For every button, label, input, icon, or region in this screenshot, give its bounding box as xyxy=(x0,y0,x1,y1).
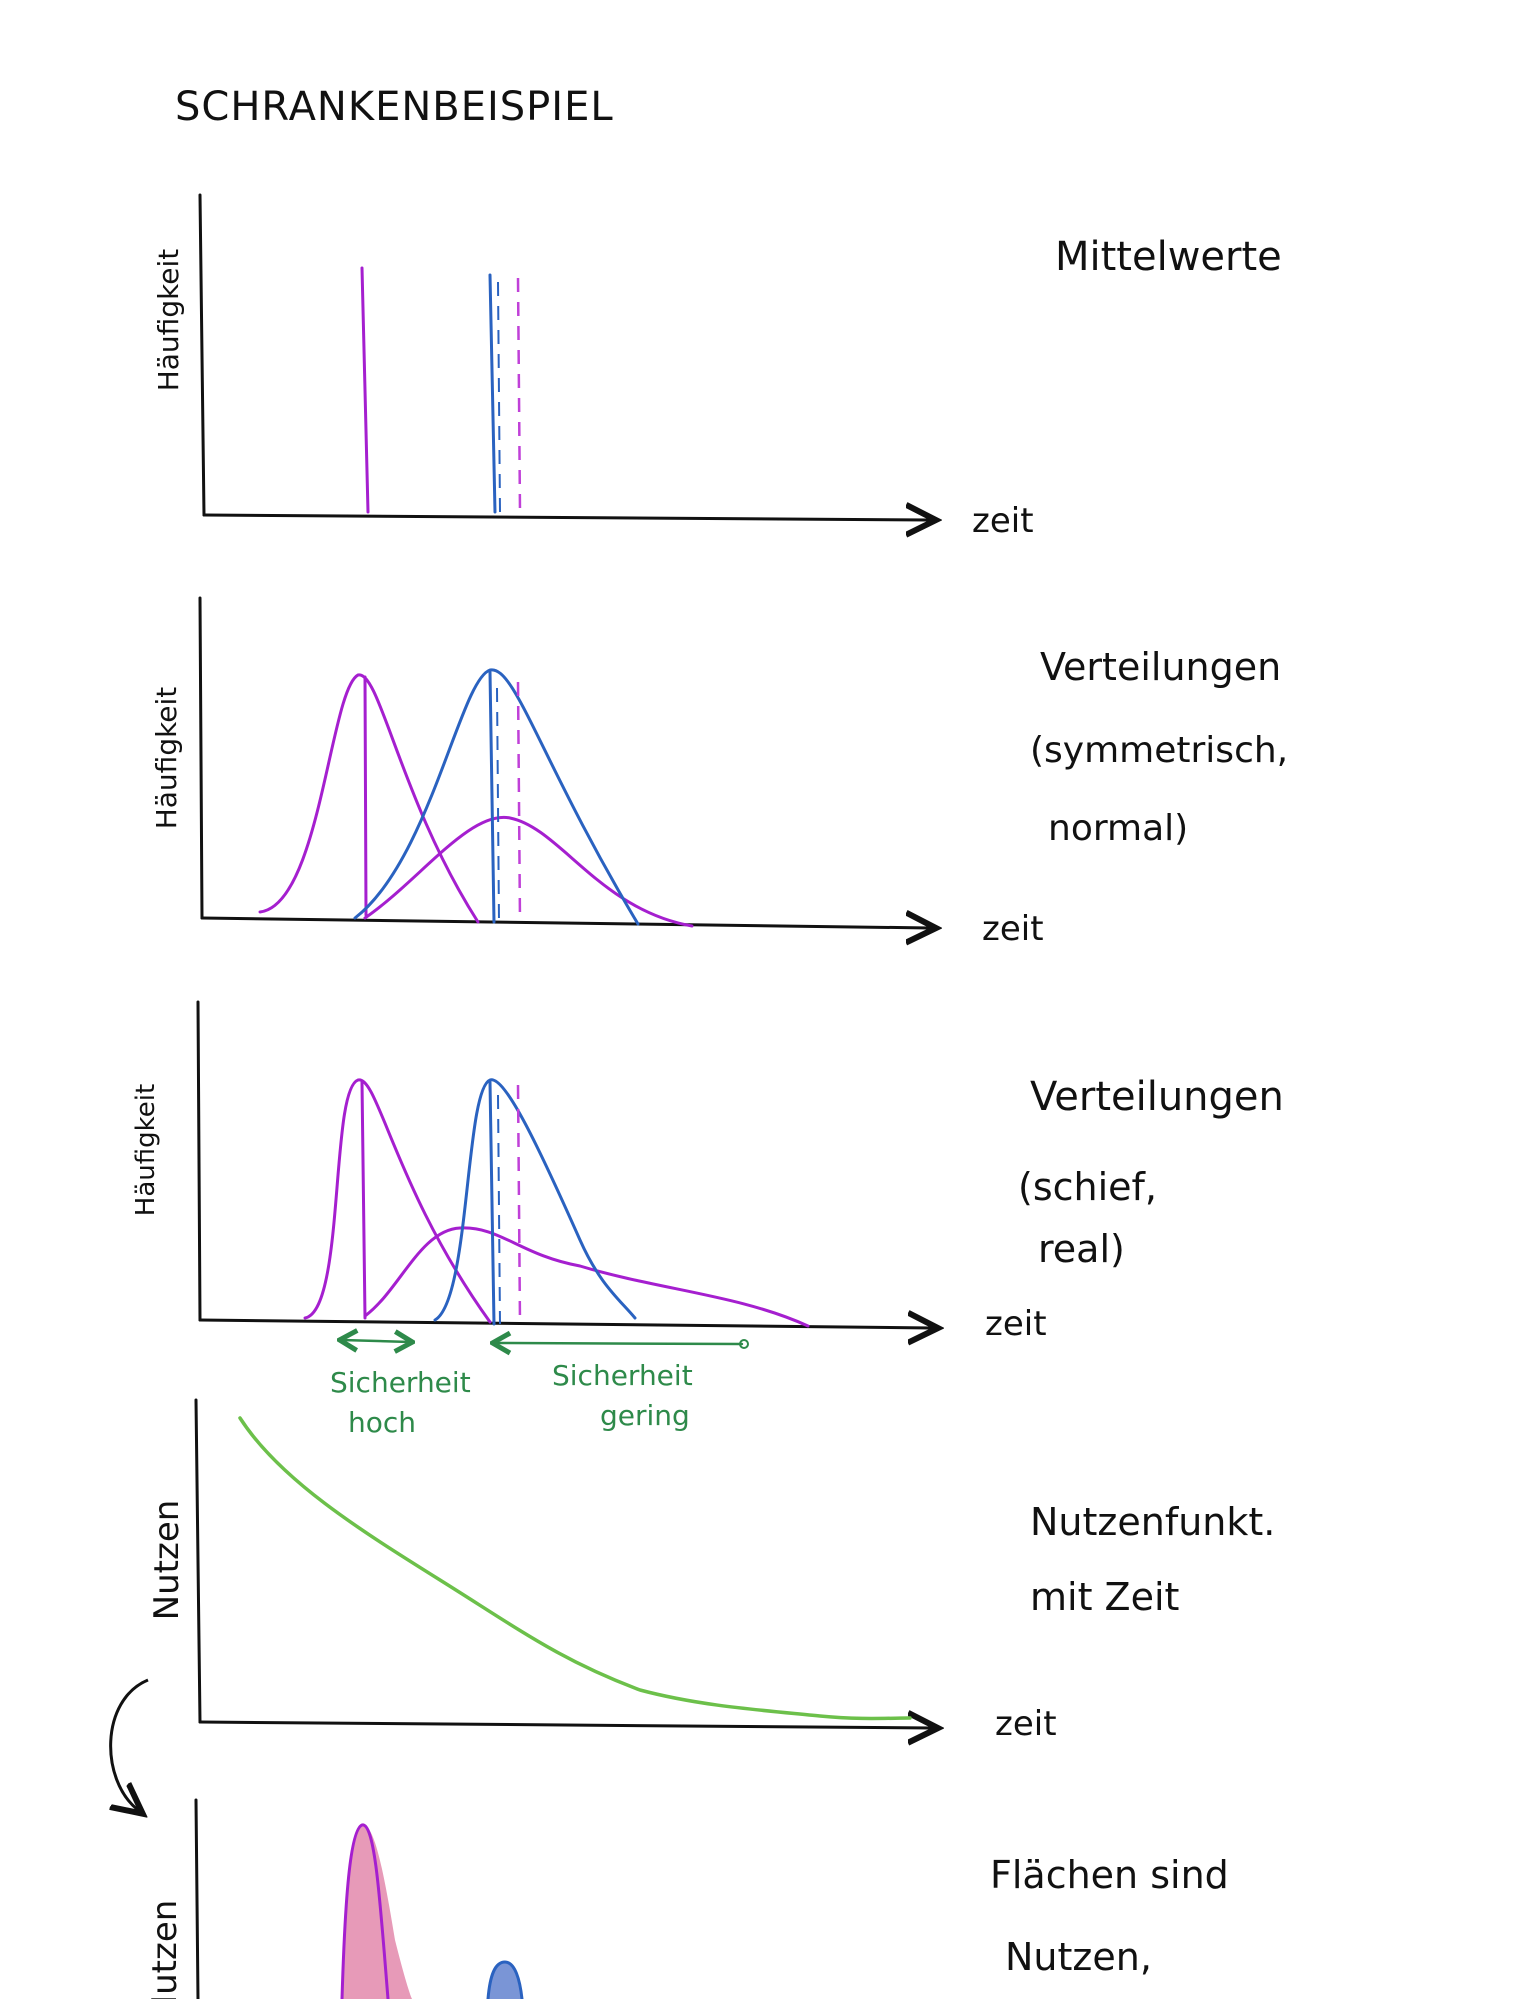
panel-symmetric: Häufigkeit zeit Verteilungen (symmetrisc… xyxy=(150,596,1288,949)
certainty-low-line-1: Sicherheit xyxy=(552,1359,693,1392)
mean-line-purple xyxy=(360,266,370,514)
x-axis xyxy=(200,918,930,928)
curve-blue xyxy=(353,668,640,926)
x-axis-label: zeit xyxy=(995,1704,1057,1744)
x-axis-label: zeit xyxy=(982,909,1044,949)
certainty-high-arrow xyxy=(342,1340,410,1342)
panel-utility: Nutzen zeit Nutzenfunkt. mit Zeit xyxy=(109,1398,1275,1810)
panel-caption-line-2: mit Zeit xyxy=(1030,1575,1179,1619)
certainty-low-line-2: gering xyxy=(600,1399,690,1432)
mean-line-blue xyxy=(488,273,497,514)
panel-caption-line-1: Verteilungen xyxy=(1040,645,1281,689)
x-axis xyxy=(202,515,930,520)
area-pink xyxy=(342,1824,412,1999)
y-axis xyxy=(196,1000,202,1322)
y-axis xyxy=(198,596,204,920)
curve-purple-skewed xyxy=(363,1226,810,1328)
x-axis-label: zeit xyxy=(985,1304,1047,1344)
mean-line-blue xyxy=(488,1080,496,1326)
certainty-low-arrow-end xyxy=(739,1339,749,1349)
curve-blue xyxy=(486,1960,524,1999)
mean-line-blue xyxy=(488,670,496,924)
y-axis xyxy=(194,1798,200,1999)
x-axis xyxy=(198,1320,932,1328)
certainty-low-arrow xyxy=(495,1343,744,1344)
panel-caption-line-1: Flächen sind xyxy=(990,1853,1229,1897)
x-axis-label: zeit xyxy=(972,501,1034,541)
curve-purple-narrow xyxy=(258,673,480,924)
y-axis xyxy=(194,1398,202,1724)
utility-curve xyxy=(238,1416,912,1721)
panel-caption-line-3: normal) xyxy=(1048,808,1188,849)
mean-dashed-blue xyxy=(496,687,500,923)
curve-blue xyxy=(433,1078,637,1322)
panel-skewed: Häufigkeit zeit Verteilungen (schief, re… xyxy=(131,1000,1284,1439)
panel-caption-line-2: Nutzen, xyxy=(1005,1935,1152,1979)
y-axis-label: Häufigkeit xyxy=(131,1084,161,1216)
y-axis xyxy=(198,193,206,517)
panel-areas: Nutzen Flächen sind Nutzen, xyxy=(145,1798,1229,1999)
panel-caption-line-2: (symmetrisch, xyxy=(1030,730,1288,771)
panel-caption-line-1: Verteilungen xyxy=(1030,1074,1284,1120)
mean-dashed-purple xyxy=(516,1084,522,1325)
mean-dashed-purple xyxy=(516,681,522,923)
curve-purple xyxy=(340,1823,390,1999)
panel-mittelwerte: Häufigkeit zeit Mittelwerte xyxy=(152,193,1282,541)
mean-line-purple xyxy=(360,1080,367,1320)
y-axis-label: Nutzen xyxy=(147,1500,187,1621)
sketch-title: SCHRANKENBEISPIEL xyxy=(175,84,614,130)
panel-caption-line-1: Nutzenfunkt. xyxy=(1030,1500,1275,1544)
certainty-high-line-1: Sicherheit xyxy=(330,1366,471,1399)
curve-purple-narrow xyxy=(303,1078,492,1324)
y-axis-label: Häufigkeit xyxy=(152,249,185,392)
y-axis-label: Nutzen xyxy=(145,1900,185,1999)
panel-caption-line-2: (schief, xyxy=(1018,1165,1157,1209)
mean-dashed-blue xyxy=(497,1094,501,1325)
mean-line-purple xyxy=(363,675,368,917)
certainty-high-line-2: hoch xyxy=(348,1406,416,1439)
x-axis xyxy=(198,1722,932,1728)
mean-dashed-purple xyxy=(516,277,522,513)
panel-caption-line-3: real) xyxy=(1038,1227,1125,1271)
mean-dashed-blue xyxy=(497,281,501,513)
y-axis-label: Häufigkeit xyxy=(150,687,183,830)
connector-arrow xyxy=(109,1678,149,1810)
panel-caption: Mittelwerte xyxy=(1055,234,1282,280)
area-blue xyxy=(488,1962,522,1999)
